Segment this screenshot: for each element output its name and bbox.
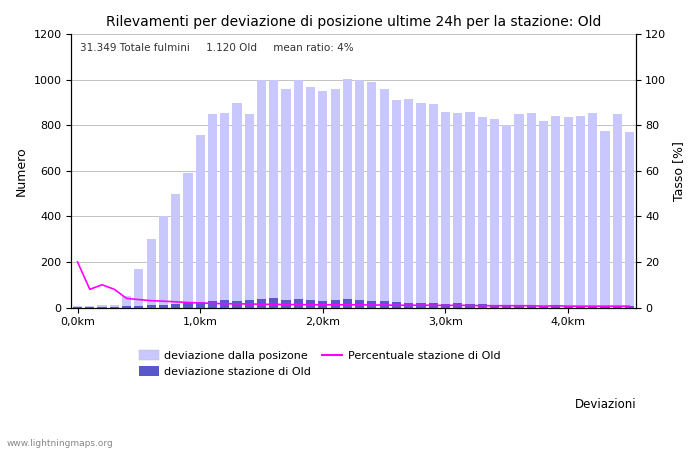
- Bar: [232, 301, 241, 307]
- Bar: [392, 302, 401, 307]
- Bar: [171, 194, 181, 307]
- Bar: [453, 303, 463, 307]
- Bar: [564, 117, 573, 307]
- Bar: [441, 112, 450, 307]
- Y-axis label: Tasso [%]: Tasso [%]: [672, 141, 685, 201]
- Bar: [208, 114, 217, 307]
- Bar: [306, 300, 315, 307]
- Bar: [588, 113, 597, 307]
- Bar: [281, 300, 290, 307]
- Bar: [576, 306, 585, 307]
- Bar: [244, 114, 254, 307]
- Legend: deviazione dalla posizone, deviazione stazione di Old, Percentuale stazione di O: deviazione dalla posizone, deviazione st…: [134, 346, 505, 381]
- Bar: [601, 306, 610, 307]
- Bar: [466, 304, 475, 307]
- Bar: [294, 299, 303, 307]
- Bar: [281, 89, 290, 307]
- Bar: [625, 132, 634, 307]
- Bar: [232, 103, 241, 307]
- Bar: [195, 302, 205, 307]
- Bar: [502, 305, 512, 307]
- Bar: [441, 304, 450, 307]
- Bar: [270, 80, 279, 307]
- Bar: [526, 305, 536, 307]
- Bar: [97, 306, 106, 307]
- Bar: [355, 300, 364, 307]
- Bar: [392, 100, 401, 307]
- Bar: [404, 302, 413, 307]
- Bar: [330, 300, 340, 307]
- Bar: [539, 121, 548, 307]
- Bar: [85, 306, 94, 307]
- Title: Rilevamenti per deviazione di posizione ultime 24h per la stazione: Old: Rilevamenti per deviazione di posizione …: [106, 15, 601, 29]
- Y-axis label: Numero: Numero: [15, 146, 28, 196]
- Bar: [601, 131, 610, 307]
- Bar: [122, 306, 131, 307]
- Bar: [625, 306, 634, 307]
- Bar: [552, 116, 561, 307]
- Bar: [220, 300, 230, 307]
- Bar: [134, 269, 144, 307]
- Bar: [244, 300, 254, 307]
- Bar: [416, 103, 426, 307]
- Bar: [428, 104, 438, 307]
- Bar: [612, 114, 622, 307]
- Bar: [453, 113, 463, 307]
- Bar: [552, 305, 561, 307]
- Bar: [466, 112, 475, 307]
- Text: www.lightningmaps.org: www.lightningmaps.org: [7, 439, 113, 448]
- Bar: [368, 301, 377, 307]
- Bar: [146, 239, 155, 307]
- Bar: [477, 117, 487, 307]
- Bar: [270, 298, 279, 307]
- Bar: [220, 113, 230, 307]
- Bar: [490, 305, 499, 307]
- Bar: [183, 173, 192, 307]
- Bar: [257, 299, 266, 307]
- Bar: [110, 305, 119, 307]
- Bar: [368, 82, 377, 307]
- Bar: [576, 116, 585, 307]
- Bar: [208, 301, 217, 307]
- Bar: [73, 306, 82, 307]
- Bar: [257, 80, 266, 307]
- Bar: [564, 306, 573, 307]
- Bar: [195, 135, 205, 307]
- Bar: [343, 299, 352, 307]
- Bar: [122, 296, 131, 307]
- Bar: [612, 306, 622, 307]
- Text: 31.349 Totale fulmini     1.120 Old     mean ratio: 4%: 31.349 Totale fulmini 1.120 Old mean rat…: [80, 43, 354, 53]
- Bar: [330, 89, 340, 307]
- Bar: [428, 303, 438, 307]
- Bar: [502, 126, 512, 307]
- Bar: [318, 301, 328, 307]
- Bar: [294, 80, 303, 307]
- Bar: [355, 80, 364, 307]
- Bar: [514, 114, 524, 307]
- Bar: [588, 306, 597, 307]
- Bar: [159, 216, 168, 307]
- Bar: [416, 303, 426, 307]
- Bar: [490, 118, 499, 307]
- Bar: [306, 87, 315, 307]
- Bar: [514, 305, 524, 307]
- Bar: [404, 99, 413, 307]
- Bar: [171, 304, 181, 307]
- Bar: [183, 303, 192, 307]
- Bar: [343, 79, 352, 307]
- Bar: [379, 301, 389, 307]
- Text: Deviazioni: Deviazioni: [575, 398, 637, 411]
- Bar: [146, 305, 155, 307]
- Bar: [539, 306, 548, 307]
- Bar: [477, 304, 487, 307]
- Bar: [159, 305, 168, 307]
- Bar: [526, 113, 536, 307]
- Bar: [318, 91, 328, 307]
- Bar: [97, 305, 106, 307]
- Bar: [379, 89, 389, 307]
- Bar: [134, 306, 144, 307]
